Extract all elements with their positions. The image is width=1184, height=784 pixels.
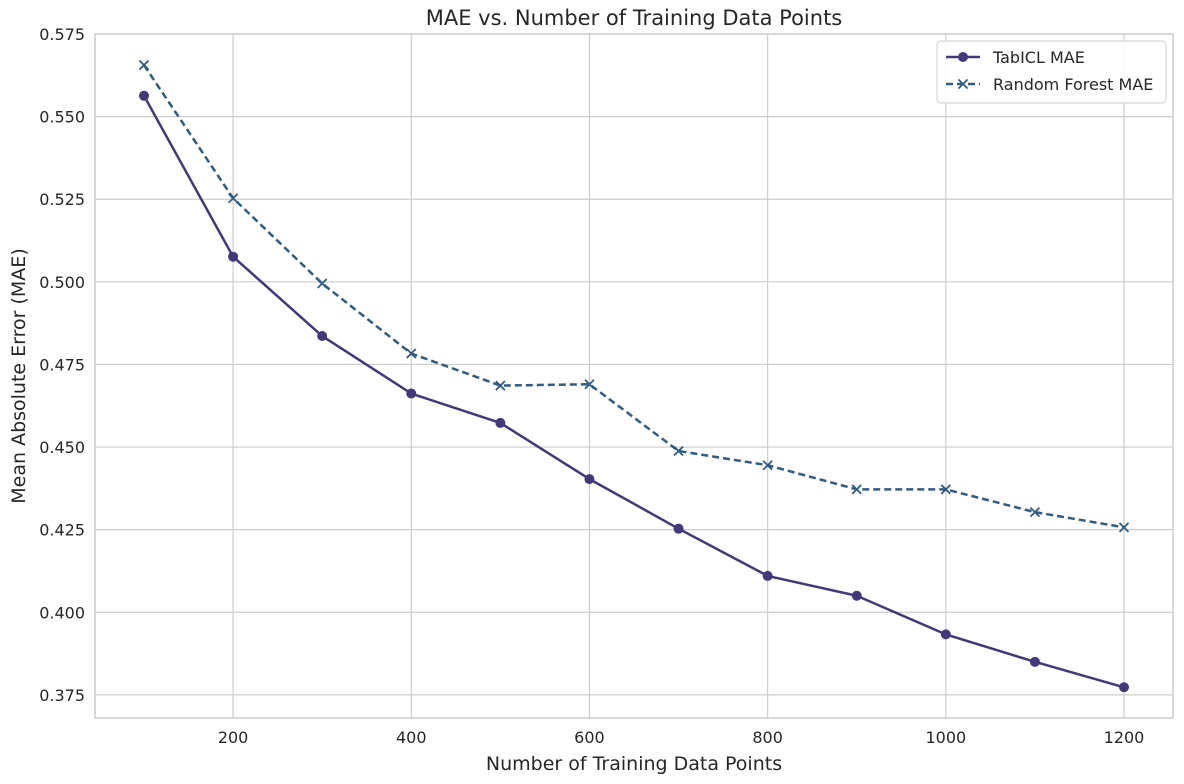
data-point (1029, 507, 1041, 518)
x-tick-label: 800 (752, 728, 783, 747)
x-tick-label: 400 (396, 728, 427, 747)
y-tick-label: 0.425 (39, 521, 85, 540)
chart-title: MAE vs. Number of Training Data Points (426, 6, 843, 30)
series-line-tabicl (142, 95, 1125, 689)
data-point (495, 417, 506, 428)
series-line-random-forest (142, 64, 1125, 529)
x-tick-label: 1000 (925, 728, 966, 747)
data-point (139, 90, 149, 101)
data-point (940, 629, 951, 640)
data-point (1029, 656, 1040, 667)
data-point (495, 380, 506, 391)
y-tick-label: 0.525 (39, 190, 85, 209)
data-point (584, 474, 595, 485)
y-tick-label: 0.400 (39, 603, 85, 622)
x-axis-title: Number of Training Data Points (486, 753, 782, 775)
data-point (317, 278, 328, 289)
y-tick-label: 0.550 (39, 108, 85, 127)
legend-label-random-forest: Random Forest MAE (993, 75, 1153, 94)
legend-box (936, 40, 1167, 104)
data-point (673, 445, 684, 457)
data-point (317, 331, 328, 342)
data-point (228, 251, 239, 262)
data-point (227, 193, 239, 204)
data-point (138, 59, 150, 71)
plot-frame (94, 33, 1174, 719)
data-point (1119, 682, 1129, 693)
data-point (940, 484, 951, 495)
data-point (762, 570, 773, 581)
tick-labels: 200 400 600 800 1000 1200 0.375 0.400 0.425 0.450… (39, 25, 1144, 747)
data-point (762, 460, 773, 471)
legend-marker-random-forest (957, 78, 969, 90)
y-axis-title: Mean Absolute Error (MAE) (8, 248, 30, 503)
grid (95, 33, 1173, 718)
data-point (851, 590, 862, 601)
y-tick-label: 0.375 (39, 686, 85, 705)
series-layer (138, 59, 1130, 693)
data-point (584, 379, 595, 390)
legend: TabICL MAE Random Forest MAE (936, 40, 1167, 104)
y-tick-label: 0.575 (39, 25, 85, 44)
y-tick-label: 0.450 (39, 438, 85, 457)
data-point (406, 388, 417, 399)
x-tick-label: 1200 (1104, 728, 1145, 747)
data-point (673, 523, 684, 534)
y-tick-label: 0.475 (39, 355, 85, 374)
data-point (1118, 522, 1130, 533)
x-tick-label: 200 (218, 728, 249, 747)
data-point (851, 484, 862, 495)
x-tick-label: 600 (574, 728, 605, 747)
data-point (406, 348, 417, 359)
legend-label-tabicl: TabICL MAE (992, 48, 1085, 67)
y-tick-label: 0.500 (39, 273, 85, 292)
legend-marker-tabicl (958, 52, 968, 62)
